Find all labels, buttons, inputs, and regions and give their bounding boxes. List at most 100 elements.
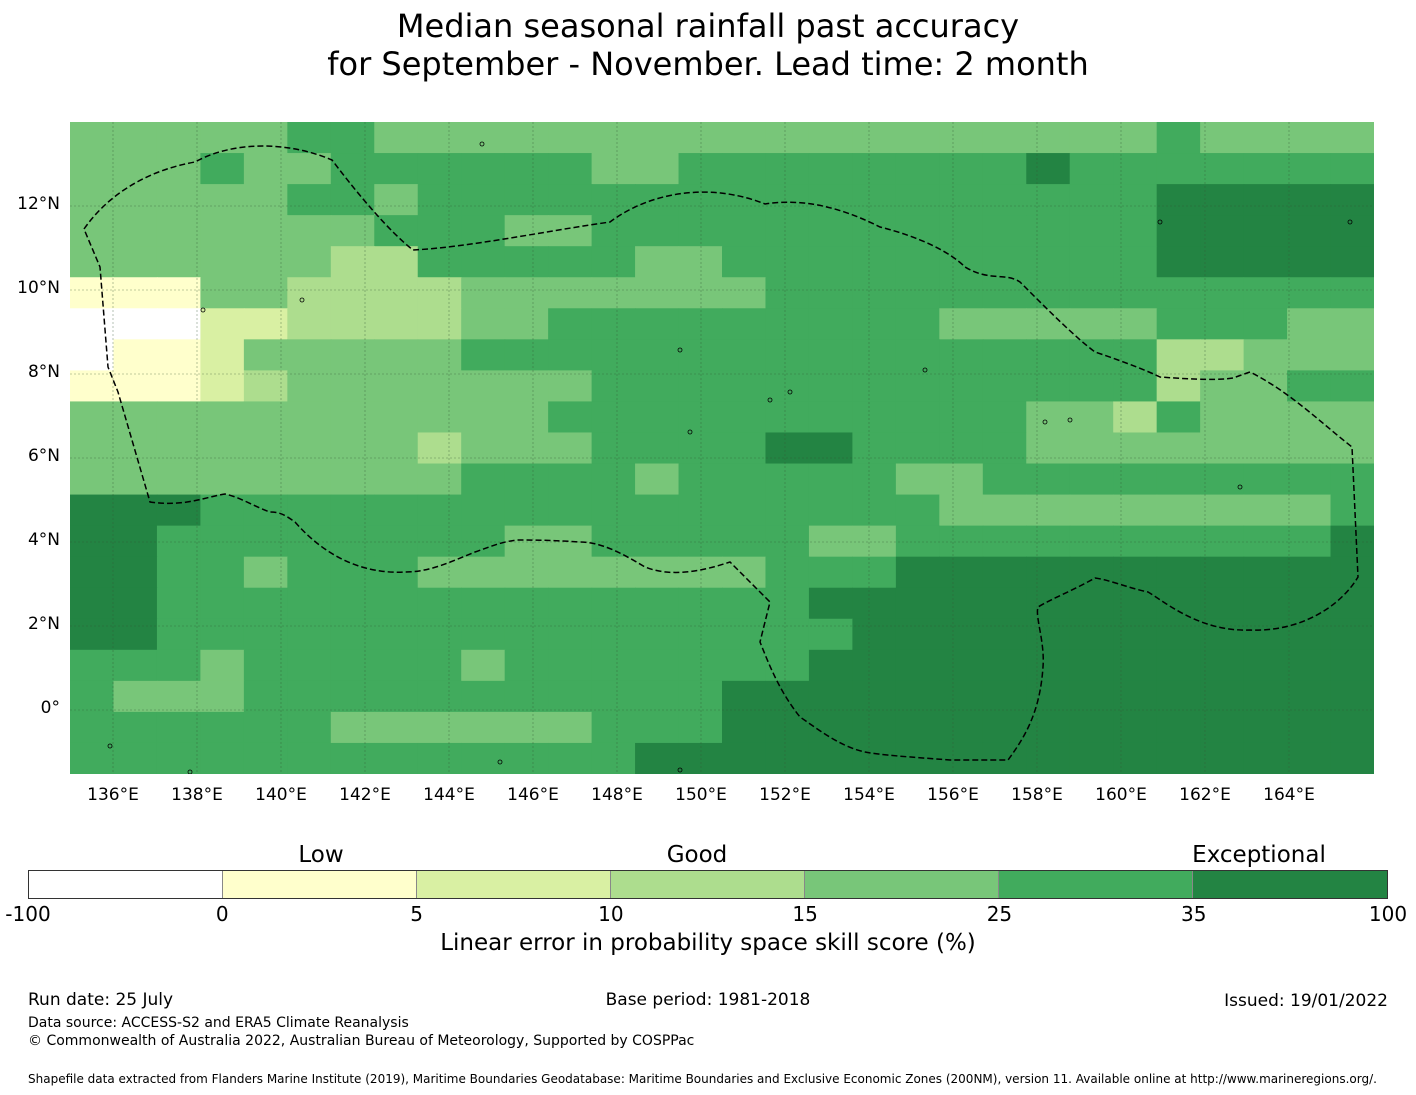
grid-cell bbox=[1113, 308, 1158, 340]
grid-cell bbox=[374, 277, 419, 309]
grid-cell bbox=[939, 122, 984, 154]
base-period: Base period: 1981-2018 bbox=[605, 990, 811, 1010]
grid-cell bbox=[808, 184, 853, 216]
grid-cell bbox=[1243, 215, 1288, 247]
longitude-label: 148°E bbox=[591, 785, 643, 805]
grid-cell bbox=[243, 153, 288, 185]
grid-cell bbox=[939, 215, 984, 247]
grid-cell bbox=[635, 618, 680, 651]
grid-cell bbox=[1200, 649, 1245, 682]
grid-cell bbox=[113, 184, 158, 216]
grid-cell bbox=[461, 711, 506, 744]
grid-cell bbox=[548, 463, 593, 496]
grid-cell bbox=[374, 370, 419, 403]
grid-cell bbox=[156, 246, 201, 278]
grid-cell bbox=[982, 370, 1027, 403]
grid-cell bbox=[504, 556, 549, 589]
grid-cell bbox=[243, 277, 288, 309]
grid-cell bbox=[1243, 463, 1288, 496]
grid-cell bbox=[808, 401, 853, 434]
grid-cell bbox=[722, 401, 767, 434]
grid-cell bbox=[243, 556, 288, 589]
grid-cell bbox=[548, 215, 593, 247]
grid-cell bbox=[678, 711, 723, 744]
grid-cell bbox=[287, 246, 332, 278]
grid-cell bbox=[70, 649, 115, 682]
grid-cell bbox=[1026, 556, 1071, 589]
grid-cell bbox=[461, 308, 506, 340]
grid-cell bbox=[1026, 184, 1071, 216]
grid-cell bbox=[70, 215, 115, 247]
grid-cell bbox=[374, 432, 419, 465]
island-outline bbox=[187, 769, 193, 774]
grid-cell bbox=[548, 649, 593, 682]
grid-cell bbox=[635, 463, 680, 496]
legend-color-segment bbox=[29, 871, 223, 898]
grid-cell bbox=[765, 525, 810, 558]
grid-cell bbox=[765, 153, 810, 185]
grid-cell bbox=[417, 246, 462, 278]
grid-cell bbox=[417, 277, 462, 309]
copyright-notice: © Commonwealth of Australia 2022, Austra… bbox=[28, 1033, 695, 1049]
grid-cell bbox=[1156, 401, 1201, 434]
grid-cell bbox=[722, 432, 767, 465]
grid-cell bbox=[678, 153, 723, 185]
grid-cell bbox=[895, 494, 940, 527]
grid-cell bbox=[678, 277, 723, 309]
grid-cell bbox=[939, 308, 984, 340]
island-outline bbox=[200, 307, 206, 313]
grid-cell bbox=[591, 432, 636, 465]
grid-cell bbox=[1330, 649, 1374, 682]
grid-cell bbox=[982, 618, 1027, 651]
legend-tick-label: 10 bbox=[598, 902, 624, 926]
grid-cell bbox=[635, 401, 680, 434]
grid-cell bbox=[1026, 153, 1071, 185]
grid-cell bbox=[504, 277, 549, 309]
grid-cell bbox=[113, 401, 158, 434]
grid-cell bbox=[678, 680, 723, 713]
grid-cell bbox=[1113, 215, 1158, 247]
legend-tick-label: 100 bbox=[1368, 902, 1408, 926]
grid-cell bbox=[330, 556, 375, 589]
grid-cell bbox=[1113, 525, 1158, 558]
grid-cell bbox=[1287, 742, 1332, 774]
grid-cell bbox=[156, 618, 201, 651]
grid-cell bbox=[1113, 649, 1158, 682]
longitude-label: 152°E bbox=[759, 785, 811, 805]
grid-cell bbox=[113, 618, 158, 651]
grid-cell bbox=[1113, 742, 1158, 774]
grid-cell bbox=[808, 432, 853, 465]
grid-cell bbox=[461, 494, 506, 527]
legend-tick-label: 0 bbox=[215, 902, 229, 926]
grid-cell bbox=[70, 556, 115, 589]
grid-cell bbox=[156, 184, 201, 216]
legend-tick-label: 35 bbox=[1180, 902, 1207, 926]
grid-cell bbox=[939, 277, 984, 309]
grid-cell bbox=[722, 339, 767, 371]
shapefile-credit: Shapefile data extracted from Flanders M… bbox=[28, 1072, 1377, 1086]
grid-cell bbox=[808, 742, 853, 774]
grid-cell bbox=[1069, 215, 1114, 247]
island-outline bbox=[677, 767, 683, 773]
grid-cell bbox=[548, 556, 593, 589]
grid-cell bbox=[591, 556, 636, 589]
grid-cell bbox=[1287, 153, 1332, 185]
grid-cell bbox=[808, 494, 853, 527]
grid-cell bbox=[548, 525, 593, 558]
grid-cell bbox=[1243, 556, 1288, 589]
grid-cell bbox=[461, 680, 506, 713]
grid-cell bbox=[1200, 339, 1245, 371]
grid-cell bbox=[504, 308, 549, 340]
grid-cell bbox=[1156, 122, 1201, 154]
grid-cell bbox=[417, 618, 462, 651]
longitude-label: 142°E bbox=[339, 785, 391, 805]
grid-cell bbox=[982, 587, 1027, 620]
grid-cell bbox=[461, 587, 506, 620]
grid-cell bbox=[591, 587, 636, 620]
grid-cell bbox=[330, 680, 375, 713]
grid-cell bbox=[1069, 680, 1114, 713]
grid-cell bbox=[722, 153, 767, 185]
grid-cell bbox=[722, 184, 767, 216]
grid-cell bbox=[156, 122, 201, 154]
latitude-label: 4°N bbox=[27, 530, 60, 550]
